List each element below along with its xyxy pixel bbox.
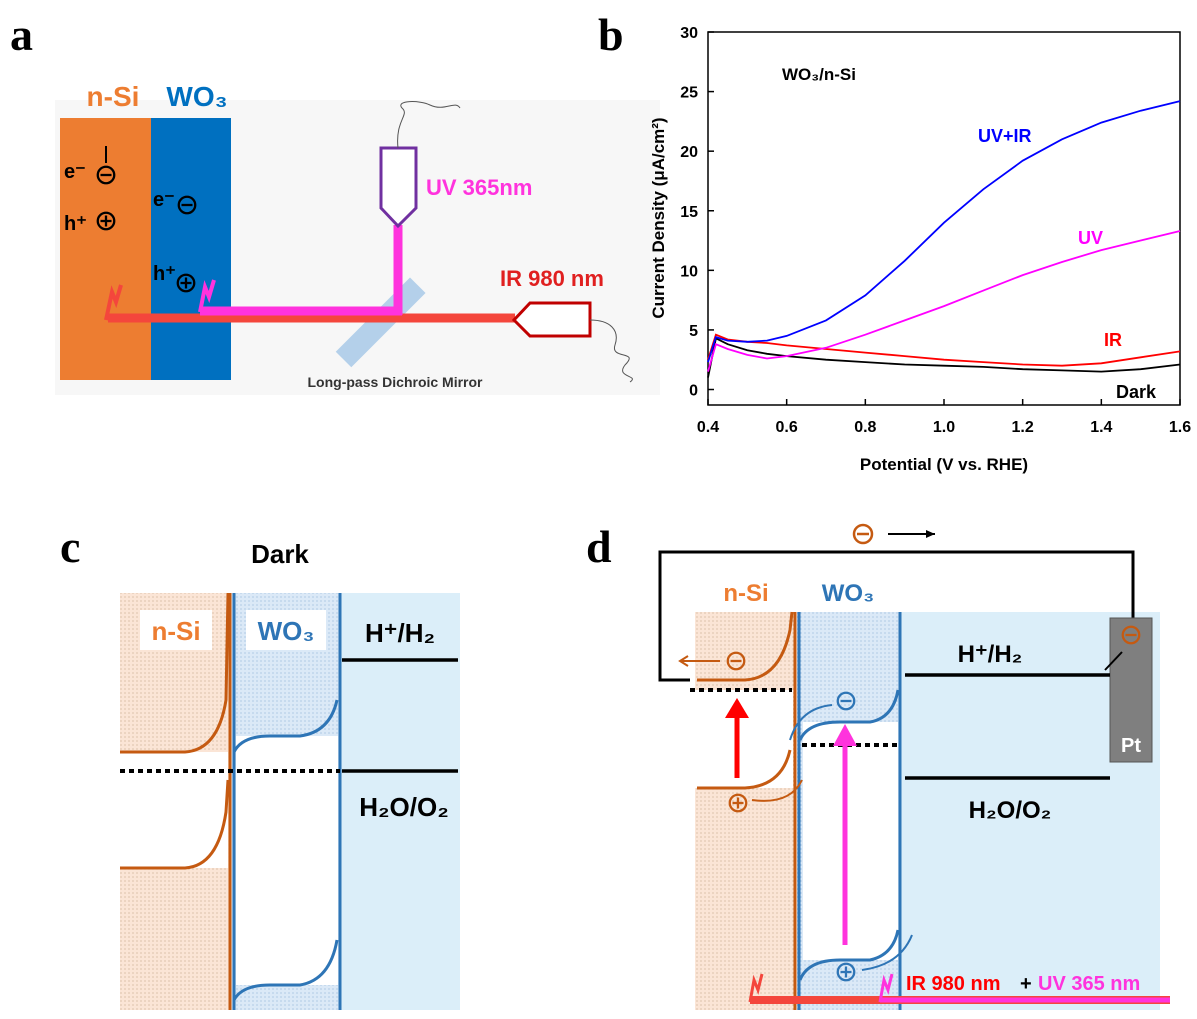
series-line — [708, 101, 1180, 362]
electron-icon — [854, 525, 872, 543]
wo3-layer — [151, 118, 231, 380]
panel-d: n-Si WO₃ H⁺/H₂ H₂O/O₂ Pt IR 980 nm + UV … — [660, 525, 1170, 1010]
label: n-Si — [151, 616, 200, 646]
label: UV 365nm — [426, 175, 532, 200]
series-label: UV — [1078, 228, 1103, 248]
arrowhead — [926, 530, 935, 538]
label: H⁺/H₂ — [365, 618, 435, 648]
gap — [803, 722, 898, 960]
panel-label: a — [10, 9, 33, 60]
series-line — [708, 231, 1180, 372]
label: H⁺/H₂ — [958, 641, 1023, 668]
label: n-Si — [87, 81, 140, 112]
gap — [236, 736, 338, 985]
y-axis-label: Current Density (μA/cm²) — [649, 117, 668, 318]
x-tick-label: 0.8 — [854, 419, 876, 436]
x-tick-label: 1.2 — [1012, 419, 1034, 436]
label: UV 365 nm — [1038, 973, 1140, 995]
y-tick-label: 0 — [689, 383, 698, 400]
label: H₂O/O₂ — [359, 792, 449, 822]
label: Dark — [251, 539, 309, 569]
x-tick-label: 0.6 — [776, 419, 798, 436]
x-tick-label: 1.6 — [1169, 419, 1191, 436]
y-tick-label: 20 — [680, 144, 698, 161]
label: IR 980 nm — [906, 973, 1000, 995]
label: h⁺ — [64, 213, 87, 235]
series-label: Dark — [1116, 382, 1157, 402]
x-tick-label: 1.0 — [933, 419, 955, 436]
panel-a: n-Si WO₃ e⁻ h⁺ e⁻ h⁺ UV 365nm IR 980 nm … — [55, 81, 660, 395]
panel-c: Dark n-Si WO₃ H⁺/H₂ H₂O/O₂ — [120, 539, 460, 1010]
panel-label: c — [60, 521, 80, 572]
y-tick-label: 30 — [680, 25, 698, 42]
label: h⁺ — [153, 263, 176, 285]
label: WO₃ — [822, 580, 874, 607]
label: e⁻ — [64, 161, 86, 183]
label: WO₃ — [258, 616, 315, 646]
panel-b: WO₃/n-Si Potential (V vs. RHE) Current D… — [649, 25, 1191, 474]
x-tick-label: 0.4 — [697, 419, 719, 436]
label: + — [1020, 973, 1032, 995]
y-tick-label: 10 — [680, 263, 698, 280]
n-si-region — [695, 612, 795, 1010]
label: H₂O/O₂ — [969, 797, 1052, 824]
y-tick-label: 15 — [680, 204, 698, 221]
uv-source — [381, 148, 416, 226]
label: Pt — [1121, 735, 1141, 757]
x-tick-label: 1.4 — [1090, 419, 1112, 436]
label: IR 980 nm — [500, 266, 604, 291]
label: Long-pass Dichroic Mirror — [307, 374, 483, 390]
y-tick-label: 5 — [689, 323, 698, 340]
series-label: UV+IR — [978, 126, 1032, 146]
x-axis-label: Potential (V vs. RHE) — [860, 455, 1028, 474]
label: n-Si — [723, 580, 768, 607]
panel-label: d — [586, 521, 612, 572]
annotation: WO₃/n-Si — [782, 65, 856, 84]
label: WO₃ — [166, 81, 227, 112]
y-tick-label: 25 — [680, 85, 698, 102]
panel-label: b — [598, 9, 624, 60]
ir-source — [514, 303, 590, 336]
label: e⁻ — [153, 189, 175, 211]
series-label: IR — [1104, 330, 1122, 350]
figure: a b c d n-Si WO₃ e⁻ h⁺ e⁻ h⁺ UV 365nm IR… — [0, 0, 1197, 1014]
